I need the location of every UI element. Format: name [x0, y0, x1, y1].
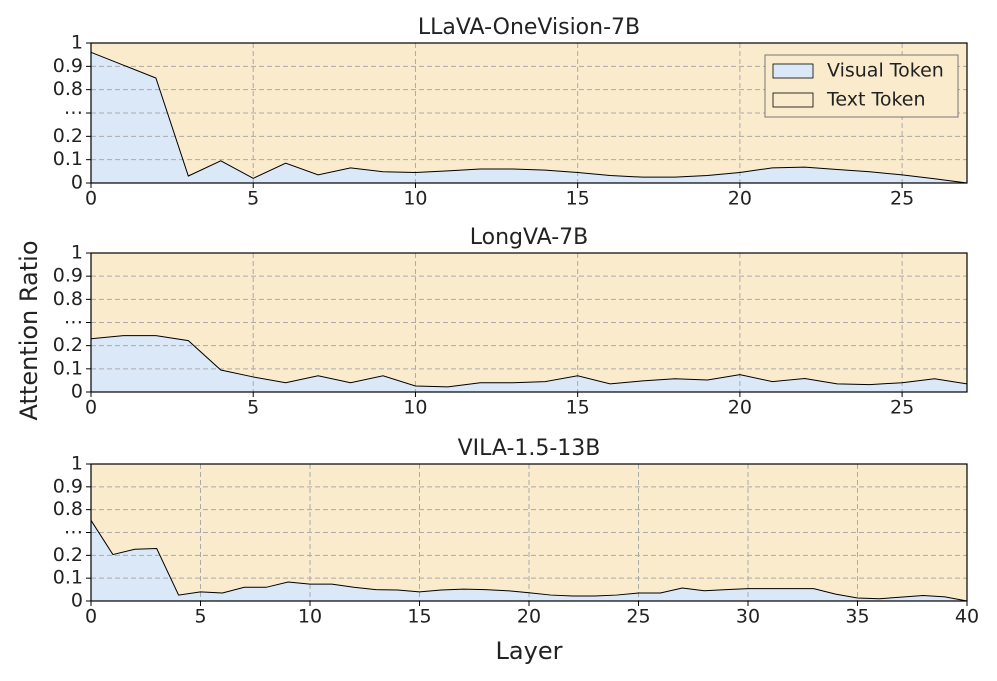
- x-tick-label: 10: [403, 397, 427, 419]
- y-tick-label: 0.2: [53, 125, 83, 147]
- x-tick-label: 5: [247, 188, 259, 210]
- chart-title: LLaVA-OneVision-7B: [418, 15, 640, 40]
- legend-label: Visual Token: [827, 60, 944, 82]
- x-tick-label: 35: [845, 606, 869, 628]
- legend-swatch: [772, 92, 814, 108]
- y-tick-label: 0: [71, 172, 83, 194]
- x-tick-label: 5: [194, 606, 206, 628]
- x-tick-label: 25: [626, 606, 650, 628]
- y-tick-label: ⋯: [64, 311, 83, 333]
- y-tick-label: 0.8: [53, 288, 83, 310]
- y-axis-label: Attention Ratio: [15, 240, 43, 420]
- y-tick-label: 0.9: [53, 475, 83, 497]
- y-tick-label: 0.8: [53, 78, 83, 100]
- x-tick-label: 20: [728, 397, 752, 419]
- x-tick-label: 40: [955, 606, 979, 628]
- x-tick-label: 10: [298, 606, 322, 628]
- chart-title: LongVA-7B: [470, 225, 588, 250]
- x-tick-label: 10: [403, 188, 427, 210]
- x-tick-label: 0: [85, 606, 97, 628]
- visual-token-line: [90, 335, 968, 388]
- y-tick-label: 0.2: [53, 334, 83, 356]
- x-tick-label: 25: [890, 397, 914, 419]
- x-tick-label: 20: [728, 188, 752, 210]
- legend-swatch: [772, 63, 814, 79]
- legend-label: Text Token: [826, 89, 926, 111]
- visual-token-area: [91, 52, 967, 184]
- y-tick-label: ⋯: [64, 102, 83, 124]
- text-token-area: [91, 253, 967, 387]
- x-tick-label: 30: [736, 606, 760, 628]
- x-tick-label: 0: [85, 397, 97, 419]
- visual-token-line: [90, 51, 968, 184]
- text-token-area: [91, 43, 967, 183]
- x-tick-label: 5: [247, 397, 259, 419]
- y-tick-label: 0.1: [53, 357, 83, 379]
- y-tick-label: 1: [71, 242, 83, 264]
- x-axis-label: Layer: [496, 637, 563, 665]
- y-tick-label: 1: [71, 453, 83, 475]
- y-tick-label: 0.9: [53, 265, 83, 287]
- chart-title: VILA-1.5-13B: [458, 436, 601, 461]
- x-tick-label: 20: [517, 606, 541, 628]
- y-tick-label: 0: [71, 590, 83, 612]
- y-tick-label: 0.2: [53, 544, 83, 566]
- x-tick-label: 25: [890, 188, 914, 210]
- x-tick-label: 15: [407, 606, 431, 628]
- y-tick-label: 0.1: [53, 148, 83, 170]
- plot-frame: [90, 42, 968, 184]
- y-tick-label: 1: [71, 32, 83, 54]
- y-tick-label: ⋯: [64, 521, 83, 543]
- x-tick-label: 15: [566, 397, 590, 419]
- y-tick-label: 0.8: [53, 498, 83, 520]
- x-tick-label: 15: [566, 188, 590, 210]
- y-tick-label: 0: [71, 381, 83, 403]
- visual-token-line: [90, 520, 968, 602]
- y-tick-label: 0.1: [53, 567, 83, 589]
- y-tick-label: 0.9: [53, 55, 83, 77]
- plot-frame: [90, 463, 968, 602]
- x-tick-label: 0: [85, 188, 97, 210]
- plot-frame: [90, 252, 968, 393]
